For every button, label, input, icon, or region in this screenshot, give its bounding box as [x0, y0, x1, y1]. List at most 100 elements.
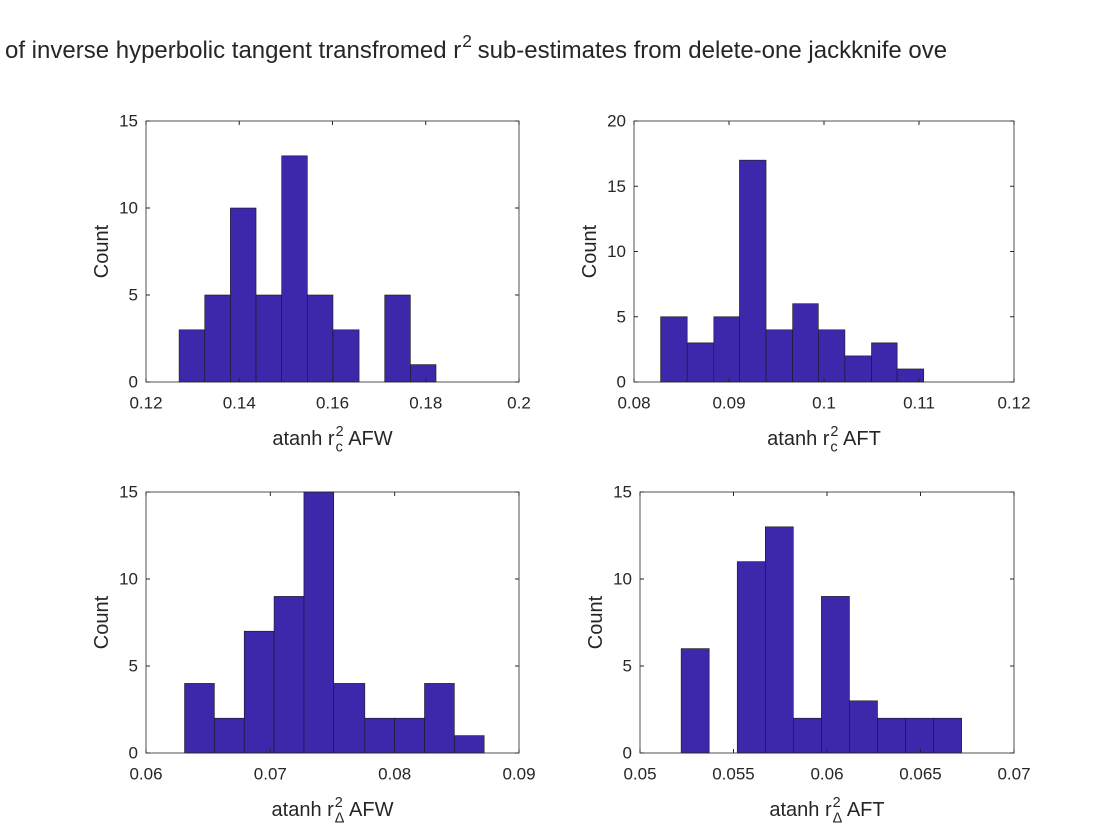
x-tick-label: 0.06: [129, 765, 162, 784]
histogram-bar: [214, 717, 245, 754]
figure-title-superscript: 2: [462, 31, 472, 51]
histogram-bar: [736, 561, 766, 754]
subplot: 0.08 0.09 0.1 0.11 0.12 0 5 10 15 20 Count: [579, 112, 1031, 413]
y-tick-label: 15: [119, 112, 138, 131]
y-tick-label: 0: [623, 744, 632, 763]
x-axis-label-subscript: c: [336, 439, 343, 455]
x-tick-label: 0.07: [997, 765, 1030, 784]
x-tick-label: 0.05: [623, 765, 656, 784]
x-tick-label: 0.18: [409, 394, 442, 413]
y-tick-label: 0: [617, 373, 626, 392]
histogram-bar: [281, 155, 308, 383]
y-tick-label: 10: [607, 242, 626, 261]
figure-title: sub-estimates from delete-one jackknife …: [478, 37, 948, 64]
y-axis-label: Count: [91, 224, 113, 278]
histogram-bar: [792, 303, 819, 383]
histogram-bar: [686, 342, 715, 383]
histogram-bar: [680, 648, 710, 754]
y-tick-label: 5: [617, 307, 626, 326]
x-tick-label: 0.14: [223, 394, 256, 413]
x-tick-label: 0.065: [899, 765, 942, 784]
y-tick-label: 15: [607, 177, 626, 196]
figure-title: of inverse hyperbolic tangent transfrome…: [5, 37, 461, 64]
histogram-bar: [307, 294, 334, 383]
x-axis-label-superscript: 2: [830, 424, 838, 440]
x-tick-label: 0.07: [254, 765, 287, 784]
histogram-bar: [178, 329, 206, 383]
x-axis-label-subscript: c: [830, 439, 837, 455]
x-axis-label-superscript: 2: [336, 424, 344, 440]
histogram-bar: [184, 683, 215, 754]
histogram-bar: [877, 717, 906, 754]
y-tick-label: 5: [129, 286, 138, 305]
y-tick-label: 15: [119, 483, 138, 502]
histogram-bar: [332, 329, 360, 383]
subplot: 0.05 0.055 0.06 0.065 0.07 0 5 10 15 Count: [585, 483, 1031, 784]
y-tick-label: 10: [119, 199, 138, 218]
x-tick-label: 0.09: [712, 394, 745, 413]
x-tick-label: 0.08: [617, 394, 650, 413]
y-axis-label: Count: [585, 595, 607, 649]
histogram-bar: [765, 329, 793, 383]
x-tick-label: 0.11: [903, 394, 935, 413]
y-tick-label: 20: [607, 112, 626, 131]
x-axis-label: AFT: [843, 428, 881, 450]
histogram-bar: [739, 159, 767, 383]
x-tick-label: 0.055: [712, 765, 755, 784]
x-axis-label: AFT: [847, 799, 885, 821]
x-axis-label-subscript: Δ: [335, 810, 345, 826]
histogram-bar: [660, 316, 688, 383]
x-tick-label: 0.08: [378, 765, 411, 784]
histogram-bar: [255, 294, 282, 383]
x-axis-label-superscript: 2: [833, 795, 841, 811]
y-tick-label: 0: [129, 373, 138, 392]
y-tick-label: 10: [613, 570, 632, 589]
histogram-bar: [793, 717, 822, 754]
histogram-bar: [764, 526, 794, 754]
x-axis-label-subscript: Δ: [833, 810, 843, 826]
x-tick-label: 0.1: [812, 394, 836, 413]
axes-box: [145, 491, 520, 754]
y-tick-label: 5: [623, 657, 632, 676]
histogram-bar: [243, 630, 275, 754]
x-axis-label-superscript: 2: [335, 795, 343, 811]
y-tick-label: 0: [129, 744, 138, 763]
x-tick-label: 0.12: [997, 394, 1030, 413]
histogram-bar: [713, 316, 740, 383]
histogram-bar: [204, 294, 231, 383]
histogram-bar: [273, 596, 305, 754]
histogram-bar: [364, 717, 395, 754]
histogram-bar: [424, 683, 455, 754]
histogram-bar: [933, 717, 962, 754]
y-tick-label: 10: [119, 570, 138, 589]
histogram-bar: [821, 596, 850, 754]
y-axis-label: Count: [91, 595, 113, 649]
histogram-bar: [303, 491, 335, 754]
histogram-bar: [394, 717, 425, 754]
histogram-bar: [230, 207, 257, 383]
histogram-bar: [333, 683, 366, 754]
x-axis-label: AFW: [349, 799, 394, 821]
x-tick-label: 0.09: [502, 765, 535, 784]
histogram-bar: [454, 735, 485, 754]
histogram-bar: [896, 368, 925, 383]
histogram-bar: [410, 364, 437, 383]
histogram-bar: [849, 700, 878, 754]
histogram-bar: [871, 342, 898, 383]
subplot: 0.06 0.07 0.08 0.09 0 5 10 15 Count: [91, 483, 536, 784]
x-axis-label: atanh r: [769, 799, 832, 821]
x-axis-label: atanh r: [272, 428, 335, 450]
x-tick-label: 0.12: [129, 394, 162, 413]
y-tick-label: 5: [129, 657, 138, 676]
x-axis-label: atanh r: [767, 428, 830, 450]
histogram-bar: [817, 329, 846, 383]
histogram-bar: [844, 355, 872, 383]
y-tick-label: 15: [613, 483, 632, 502]
histogram-bar: [905, 717, 934, 754]
x-tick-label: 0.2: [507, 394, 531, 413]
subplot: 0.12 0.14 0.16 0.18 0.2 0 5 10 15 Count: [91, 112, 531, 413]
x-axis-label: atanh r: [272, 799, 335, 821]
y-axis-label: Count: [579, 224, 601, 278]
